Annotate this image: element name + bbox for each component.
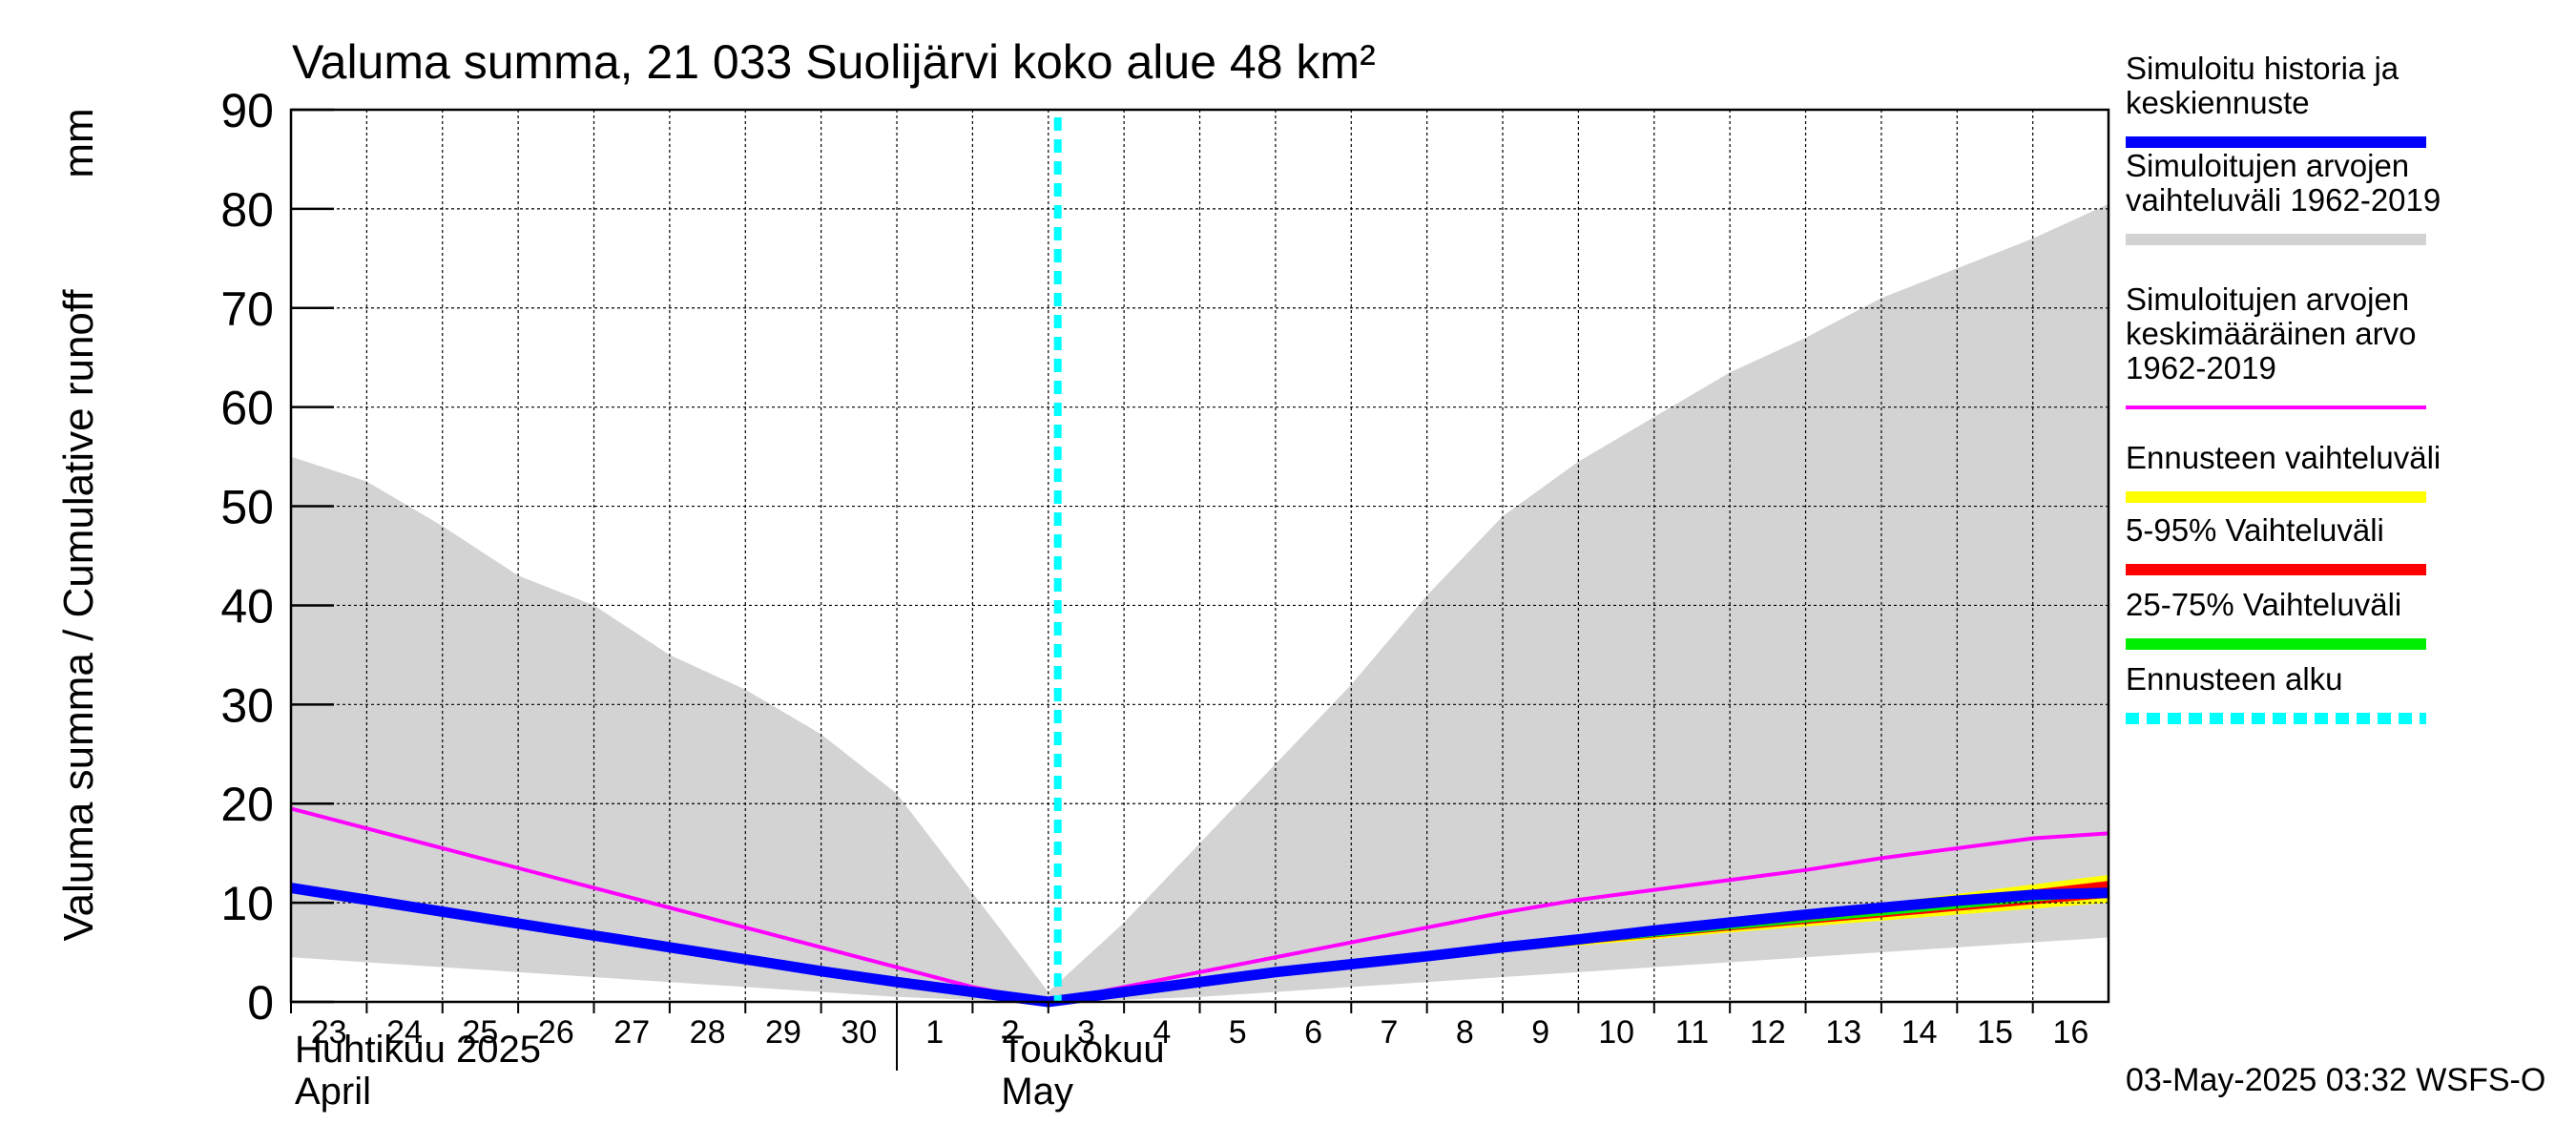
y-tick-label: 70 bbox=[220, 282, 274, 336]
y-axis-title-group: Valuma summa / Cumulative runoff mm bbox=[55, 108, 102, 941]
band-25-75-vaihteluv-li bbox=[1048, 890, 2109, 1002]
y-tick-label: 20 bbox=[220, 778, 274, 831]
legend: Simuloitu historia jakeskiennusteSimuloi… bbox=[2126, 51, 2441, 724]
x-tick-label: 24 bbox=[386, 1014, 423, 1051]
x-tick-label: 16 bbox=[2052, 1014, 2088, 1051]
band-simuloitujen-arvojen-vaihteluv-li-1962-2019 bbox=[291, 203, 2109, 1002]
x-tick-label: 26 bbox=[538, 1014, 574, 1051]
x-tick-label: 28 bbox=[690, 1014, 726, 1051]
legend-label: Simuloitu historia ja bbox=[2126, 51, 2399, 86]
x-tick-label: 14 bbox=[1901, 1014, 1938, 1051]
y-axis-title: Valuma summa / Cumulative runoff bbox=[55, 289, 102, 942]
y-axis: 0 10 20 30 40 50 60 70 80 90 bbox=[220, 84, 334, 1030]
x-tick-label: 3 bbox=[1077, 1014, 1095, 1051]
x-tick-label: 15 bbox=[1977, 1014, 2013, 1051]
legend-label: keskimääräinen arvo bbox=[2126, 316, 2416, 351]
x-tick-label: 23 bbox=[311, 1014, 347, 1051]
legend-label: keskiennuste bbox=[2126, 85, 2310, 120]
x-tick-label: 10 bbox=[1598, 1014, 1634, 1051]
y-axis-unit: mm bbox=[55, 108, 102, 177]
y-tick-label: 10 bbox=[220, 877, 274, 930]
legend-label: Simuloitujen arvojen bbox=[2126, 148, 2409, 183]
legend-label: 1962-2019 bbox=[2126, 350, 2276, 385]
y-tick-label: 80 bbox=[220, 183, 274, 237]
x-tick-label: 27 bbox=[613, 1014, 650, 1051]
legend-label: Simuloitujen arvojen bbox=[2126, 281, 2409, 317]
x-tick-label: 5 bbox=[1229, 1014, 1247, 1051]
x-tick-label: 7 bbox=[1381, 1014, 1399, 1051]
legend-item: 25-75% Vaihteluväli bbox=[2126, 587, 2426, 650]
y-tick-label: 50 bbox=[220, 481, 274, 534]
x-tick-label: 9 bbox=[1531, 1014, 1549, 1051]
chart-title: Valuma summa, 21 033 Suolijärvi koko alu… bbox=[292, 35, 1376, 89]
x-tick-label: 2 bbox=[1002, 1014, 1020, 1051]
legend-label: Ennusteen alku bbox=[2126, 661, 2343, 697]
legend-label: vaihteluväli 1962-2019 bbox=[2126, 182, 2441, 218]
y-tick-label: 0 bbox=[247, 976, 274, 1030]
x-tick-label: 8 bbox=[1456, 1014, 1474, 1051]
legend-label: Ennusteen vaihteluväli bbox=[2126, 440, 2441, 475]
x-tick-label: 6 bbox=[1304, 1014, 1322, 1051]
y-tick-label: 40 bbox=[220, 579, 274, 633]
month-label-en: May bbox=[1001, 1071, 1073, 1113]
y-tick-label: 90 bbox=[220, 84, 274, 137]
x-tick-label: 12 bbox=[1750, 1014, 1786, 1051]
x-tick-label: 11 bbox=[1675, 1014, 1709, 1051]
month-label-en: April bbox=[295, 1071, 371, 1113]
x-tick-label: 13 bbox=[1825, 1014, 1861, 1051]
x-tick-label: 29 bbox=[765, 1014, 801, 1051]
x-tick-label: 25 bbox=[463, 1014, 499, 1051]
x-axis: 23 24 25 26 27 28 29 30 1 2 3 4 5 6 7 8 9 10 11 12 13 14 15 16H… bbox=[290, 1002, 2088, 1113]
y-tick-label: 30 bbox=[220, 678, 274, 732]
x-tick-label: 4 bbox=[1153, 1014, 1171, 1051]
legend-item: Ennusteen vaihteluväli bbox=[2126, 440, 2441, 503]
line-simuloitujen-arvojen-keskim-r-inen-arvo-1962-2019 bbox=[290, 806, 2109, 1004]
month-label-fi: Toukokuu bbox=[1001, 1029, 1164, 1071]
y-tick-label: 60 bbox=[220, 382, 274, 435]
x-tick-label: 1 bbox=[925, 1014, 944, 1051]
line-simuloitu-historia-ja-keskiennuste bbox=[290, 883, 2109, 1008]
x-tick-label: 30 bbox=[841, 1014, 877, 1051]
legend-item: 5-95% Vaihteluväli bbox=[2126, 512, 2426, 575]
legend-label: 5-95% Vaihteluväli bbox=[2126, 512, 2384, 548]
plot-area bbox=[289, 108, 2110, 1008]
footer-timestamp: 03-May-2025 03:32 WSFS-O bbox=[2126, 1062, 2545, 1098]
legend-label: 25-75% Vaihteluväli bbox=[2126, 587, 2401, 622]
legend-item: Ennusteen alku bbox=[2126, 661, 2426, 724]
month-label-fi: Huhtikuu 2025 bbox=[295, 1029, 541, 1071]
